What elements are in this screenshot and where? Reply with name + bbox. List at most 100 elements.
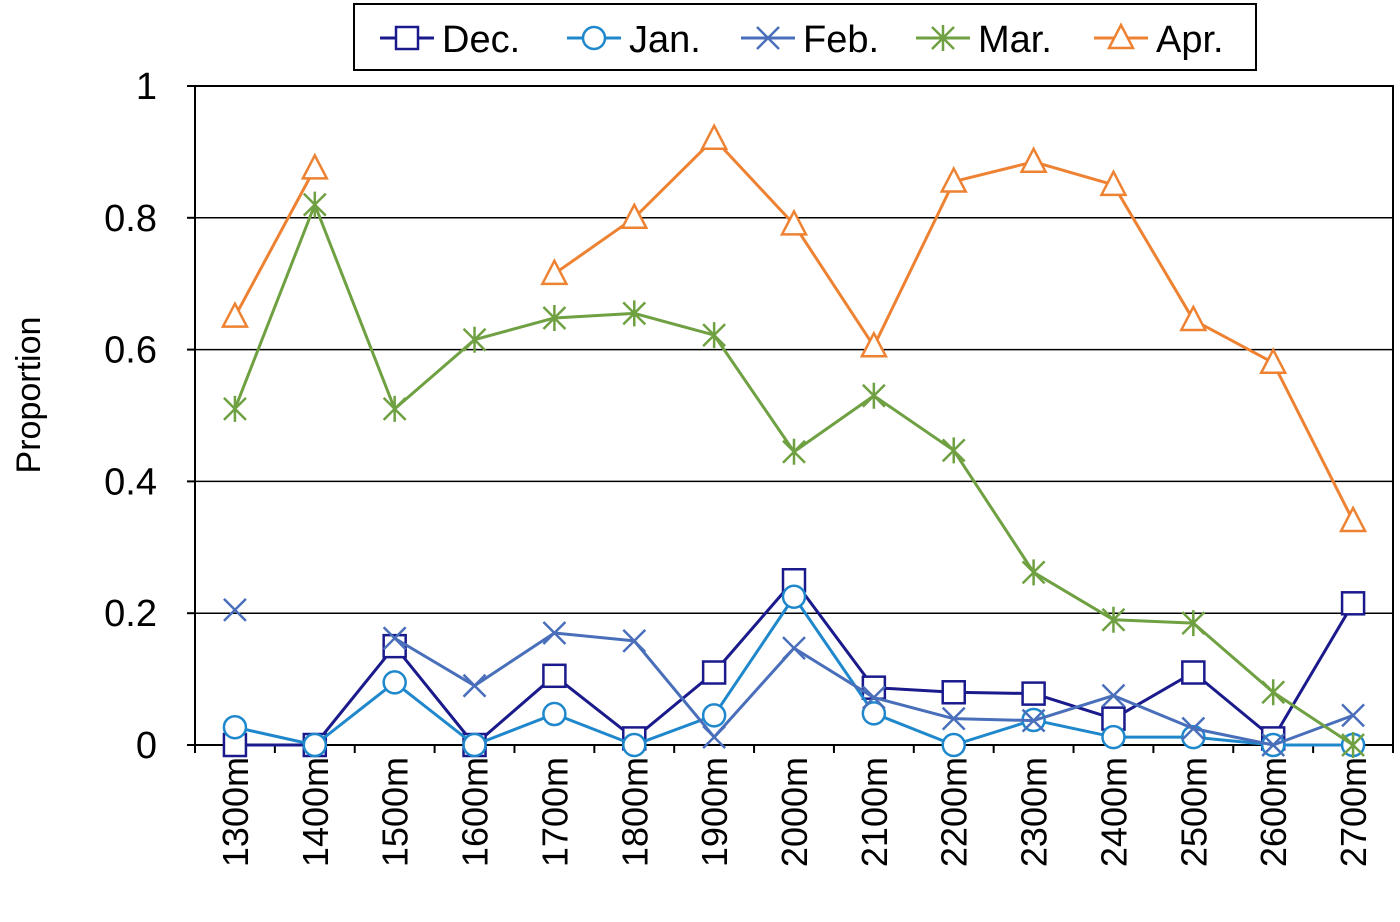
data-point-feb: [622, 628, 647, 653]
data-point-mar: [302, 191, 327, 218]
data-point-feb: [223, 598, 247, 622]
y-tick-label: 0.4: [104, 461, 157, 503]
y-tick-label: 1: [136, 66, 157, 108]
data-point-mar: [1261, 679, 1286, 706]
data-point-jan: [781, 584, 807, 609]
legend-item-feb: Feb.: [741, 19, 879, 61]
data-point-dec: [542, 663, 567, 689]
y-axis-ticks: 0 0.2 0.4 0.6 0.8 1: [104, 66, 195, 767]
data-point-apr: [939, 165, 968, 193]
data-point-mar: [622, 300, 647, 327]
data-point-mar: [223, 395, 247, 422]
data-point-mar: [782, 438, 806, 465]
y-tick-label: 0.2: [104, 593, 157, 635]
data-point-dec: [941, 680, 966, 705]
data-point-feb: [1101, 683, 1126, 708]
x-tick-label: 1300m: [215, 757, 256, 867]
legend-marker-jan: [581, 25, 607, 51]
data-point-jan: [861, 701, 887, 726]
data-point-dec: [1021, 681, 1046, 706]
data-point-mar: [1021, 559, 1046, 586]
legend-label: Feb.: [803, 19, 879, 61]
data-point-mar: [702, 322, 727, 349]
data-point-apr: [779, 208, 809, 236]
series-apr: [220, 123, 1368, 533]
legend-label: Dec.: [442, 19, 520, 61]
data-point-mar: [542, 304, 567, 331]
data-point-feb: [782, 636, 806, 661]
data-point-mar: [382, 395, 407, 422]
legend-item-jan: Jan.: [567, 19, 701, 61]
series-mar: [223, 191, 1365, 758]
x-tick-label: 1500m: [375, 757, 416, 867]
data-point-feb: [382, 626, 407, 651]
data-point-apr: [859, 330, 888, 358]
y-tick-label: 0: [136, 725, 157, 767]
x-tick-label: 2100m: [854, 757, 895, 867]
data-point-feb: [1021, 708, 1046, 733]
legend-marker-mar: [931, 25, 955, 51]
data-point-jan: [222, 714, 248, 740]
data-point-feb: [702, 725, 727, 749]
x-tick-label: 2500m: [1173, 757, 1214, 867]
x-tick-label: 2700m: [1333, 757, 1374, 867]
data-point-feb: [1181, 716, 1206, 741]
legend-label: Apr.: [1156, 19, 1224, 61]
data-point-feb: [462, 673, 487, 698]
data-point-apr: [220, 300, 249, 328]
data-point-dec: [701, 660, 727, 685]
legend-marker-apr: [1106, 22, 1136, 50]
y-tick-label: 0.6: [104, 330, 157, 372]
data-point-mar: [1181, 610, 1206, 637]
x-tick-label: 1400m: [295, 757, 336, 867]
data-point-dec: [861, 675, 887, 700]
x-tick-label: 2000m: [774, 757, 815, 867]
data-point-apr: [1099, 169, 1128, 197]
series-group: [220, 123, 1368, 758]
y-axis-label: Proportion: [10, 317, 48, 474]
data-point-apr: [540, 258, 569, 286]
data-point-dec: [1340, 591, 1366, 616]
legend-label: Mar.: [978, 19, 1052, 61]
legend-item-dec: Dec.: [380, 19, 520, 61]
data-point-jan: [542, 701, 567, 727]
legend-marker-feb: [756, 26, 780, 50]
data-point-jan: [1181, 724, 1206, 750]
data-point-apr: [1179, 304, 1208, 332]
series-line-apr: [233, 167, 317, 318]
data-point-feb: [1341, 703, 1365, 728]
x-tick-label: 1700m: [534, 757, 575, 867]
x-tick-label: 2600m: [1253, 757, 1294, 867]
data-point-apr: [620, 202, 649, 230]
legend-label: Jan.: [629, 19, 701, 61]
data-point-jan: [622, 732, 647, 758]
y-tick-label: 0.8: [104, 198, 157, 240]
data-point-jan: [302, 732, 328, 758]
data-point-feb: [861, 685, 886, 710]
data-point-mar: [1101, 606, 1126, 633]
legend-marker-dec: [394, 25, 420, 51]
plot-area: [194, 85, 1394, 746]
data-point-jan: [1101, 724, 1126, 750]
x-axis-ticks: 1300m 1400m 1500m 1600m 1700m 1800m 1900m 2000m…: [194, 745, 1394, 867]
legend-item-mar: Mar.: [916, 19, 1052, 61]
x-tick-label: 2300m: [1014, 757, 1055, 867]
x-tick-label: 2400m: [1093, 757, 1134, 867]
data-point-apr: [700, 123, 729, 150]
x-tick-label: 1800m: [614, 757, 655, 867]
data-point-jan: [462, 732, 487, 758]
x-tick-label: 2200m: [934, 757, 975, 867]
data-point-feb: [542, 621, 567, 645]
data-point-apr: [1019, 146, 1048, 174]
data-point-mar: [861, 382, 886, 409]
data-point-jan: [382, 670, 407, 695]
data-point-mar: [462, 326, 487, 353]
data-point-apr: [1259, 347, 1288, 375]
data-point-mar: [941, 437, 966, 464]
x-tick-label: 1600m: [455, 757, 496, 867]
data-point-apr: [1339, 505, 1368, 533]
series-feb: [223, 598, 1365, 757]
data-point-jan: [701, 703, 727, 728]
data-point-jan: [941, 732, 966, 758]
